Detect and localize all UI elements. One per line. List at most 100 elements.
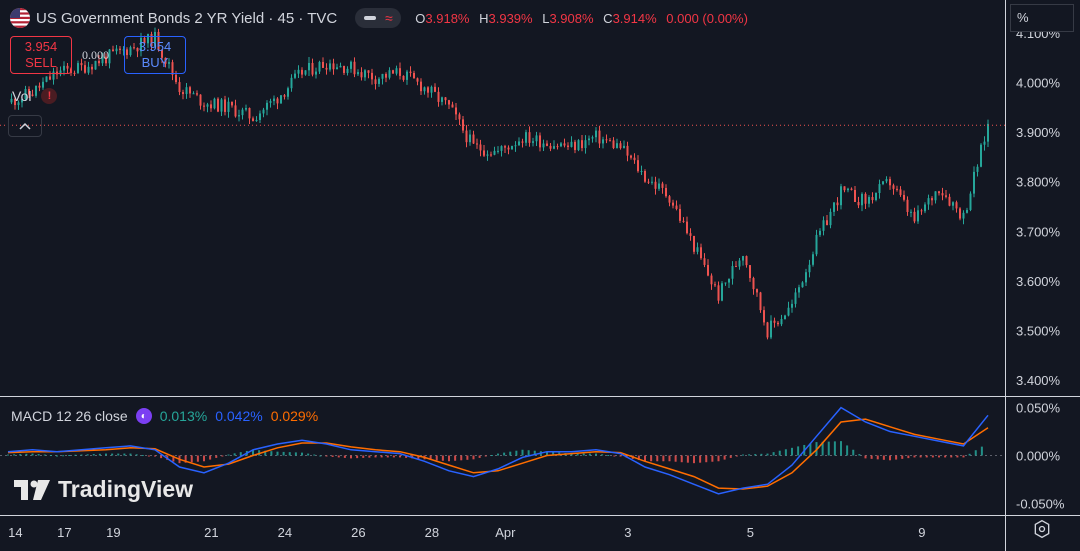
warning-icon[interactable]: ! <box>41 88 58 104</box>
macd-histogram-bar <box>466 455 469 460</box>
macd-histogram-bar <box>895 455 898 460</box>
volume-legend[interactable]: Vol ! <box>12 88 58 104</box>
tradingview-logo[interactable]: TradingView <box>14 476 193 503</box>
candle <box>672 202 674 206</box>
candle <box>231 101 233 106</box>
candle <box>917 210 919 222</box>
macd-histogram-bar <box>74 454 77 456</box>
candle <box>490 154 492 156</box>
candle <box>962 212 965 219</box>
macd-settings-icon[interactable]: ◐ <box>135 408 152 424</box>
candle <box>864 193 867 204</box>
macd-histogram-bar <box>950 455 953 458</box>
candle <box>710 275 713 285</box>
candles-group <box>10 27 989 340</box>
settings-gear-icon[interactable] <box>1032 519 1052 544</box>
macd-histogram-bar <box>546 451 548 456</box>
candle <box>161 49 163 58</box>
candle <box>514 145 517 147</box>
buy-button[interactable]: 3.954 BUY <box>124 36 186 74</box>
collapse-legend-button[interactable] <box>8 115 42 137</box>
candle <box>31 94 34 96</box>
macd-title[interactable]: MACD 12 26 close <box>11 408 128 424</box>
candle <box>689 233 692 236</box>
macd-histogram-bar <box>307 453 310 456</box>
candle <box>644 170 646 182</box>
macd-histogram-bar <box>503 452 506 456</box>
candle <box>276 98 279 104</box>
visibility-toggle[interactable]: ≈ <box>355 8 402 28</box>
candle <box>101 56 104 64</box>
symbol-title[interactable]: US Government Bonds 2 YR Yield · 45 · TV… <box>36 9 338 27</box>
minus-icon <box>363 16 376 20</box>
macd-histogram-bar <box>582 453 585 456</box>
candle <box>241 109 244 116</box>
candle <box>392 70 394 74</box>
candle <box>847 188 849 191</box>
candle <box>959 208 961 219</box>
candle <box>987 123 989 142</box>
candle <box>143 37 146 44</box>
candle <box>332 63 335 70</box>
candle <box>546 143 548 146</box>
buy-label: BUY <box>141 55 169 70</box>
candle <box>402 75 405 80</box>
buy-price: 3.954 <box>138 39 172 54</box>
candle <box>707 264 709 276</box>
sell-button[interactable]: 3.954 SELL <box>10 36 72 74</box>
macd-histogram-bar <box>711 455 714 462</box>
macd-histogram-bar <box>313 454 316 456</box>
candle <box>770 320 772 338</box>
candle <box>553 146 555 149</box>
price-unit-label[interactable]: % <box>1010 4 1074 32</box>
macd-histogram-bar <box>203 455 205 462</box>
candle <box>164 57 167 64</box>
candle <box>539 135 541 148</box>
candle <box>105 56 107 64</box>
candle <box>399 68 401 76</box>
sell-label: SELL <box>25 55 57 70</box>
candle <box>98 60 100 64</box>
candle <box>850 188 853 190</box>
candle <box>192 93 195 95</box>
candle <box>892 185 895 189</box>
time-tick-label: 26 <box>351 525 365 540</box>
candle <box>203 105 205 107</box>
candle <box>140 37 142 52</box>
macd-histogram-bar <box>111 453 114 456</box>
macd-histogram-bar <box>484 455 487 457</box>
candle <box>668 196 671 203</box>
candle <box>381 73 384 79</box>
candle <box>819 230 821 235</box>
candle <box>948 196 951 206</box>
macd-histogram-bar <box>907 455 910 459</box>
candle <box>290 77 293 89</box>
candle <box>787 307 790 316</box>
macd-histogram-bar <box>233 453 236 456</box>
candle <box>696 247 699 252</box>
time-tick-label: 21 <box>204 525 218 540</box>
macd-histogram-bar <box>160 455 163 459</box>
candle <box>304 70 307 75</box>
macd-histogram-bar <box>680 455 683 463</box>
macd-histogram-bar <box>944 455 947 458</box>
macd-histogram-bar <box>735 455 738 457</box>
price-tick-label: 3.500% <box>1016 324 1061 339</box>
macd-histogram-bar <box>368 455 371 458</box>
candle <box>28 89 30 95</box>
macd-histogram-bar <box>215 455 218 458</box>
macd-histogram-bar <box>686 455 689 463</box>
candle <box>301 69 303 75</box>
macd-histogram-bar <box>472 455 475 460</box>
macd-histogram-bar <box>588 453 591 456</box>
candle <box>556 146 559 148</box>
price-tick-label: 4.000% <box>1016 76 1061 91</box>
candle <box>738 260 741 267</box>
candle <box>752 278 755 290</box>
candle <box>945 195 947 197</box>
macd-histogram-bar <box>533 450 536 456</box>
macd-histogram-bar <box>123 453 126 456</box>
macd-histogram-bar <box>325 455 328 457</box>
candle <box>742 256 744 261</box>
